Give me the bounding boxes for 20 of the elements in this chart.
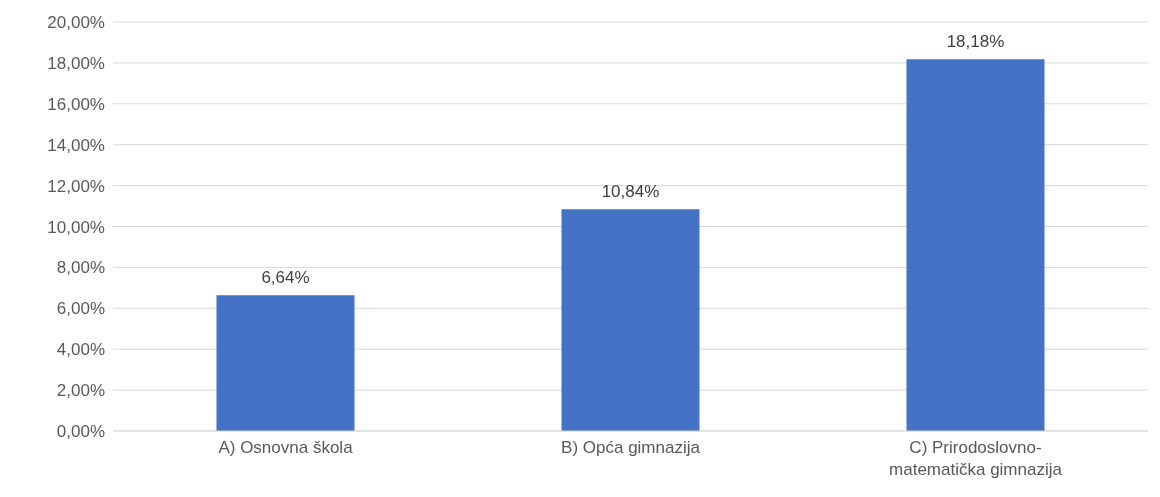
x-tick-label: A) Osnovna škola xyxy=(218,438,354,457)
y-tick-label: 0,00% xyxy=(56,422,105,442)
x-tick-label: B) Opća gimnazija xyxy=(561,438,701,457)
data-label: 10,84% xyxy=(601,182,660,202)
y-tick-label: 16,00% xyxy=(47,94,105,114)
bar xyxy=(906,59,1045,431)
y-tick-label: 10,00% xyxy=(47,217,105,237)
y-tick-label: 4,00% xyxy=(56,340,105,360)
x-tick-label: C) Prirodoslovno-matematička gimnazija xyxy=(889,438,1063,479)
y-tick-label: 14,00% xyxy=(47,135,105,155)
y-tick-label: 6,00% xyxy=(56,299,105,319)
y-tick-label: 18,00% xyxy=(47,53,105,73)
data-label: 6,64% xyxy=(261,268,310,288)
y-tick-label: 12,00% xyxy=(47,176,105,196)
y-tick-label: 8,00% xyxy=(56,258,105,278)
y-tick-label: 2,00% xyxy=(56,381,105,401)
bar xyxy=(561,209,700,431)
data-label: 18,18% xyxy=(946,32,1005,52)
y-tick-label: 20,00% xyxy=(47,13,105,33)
bar xyxy=(216,295,355,431)
